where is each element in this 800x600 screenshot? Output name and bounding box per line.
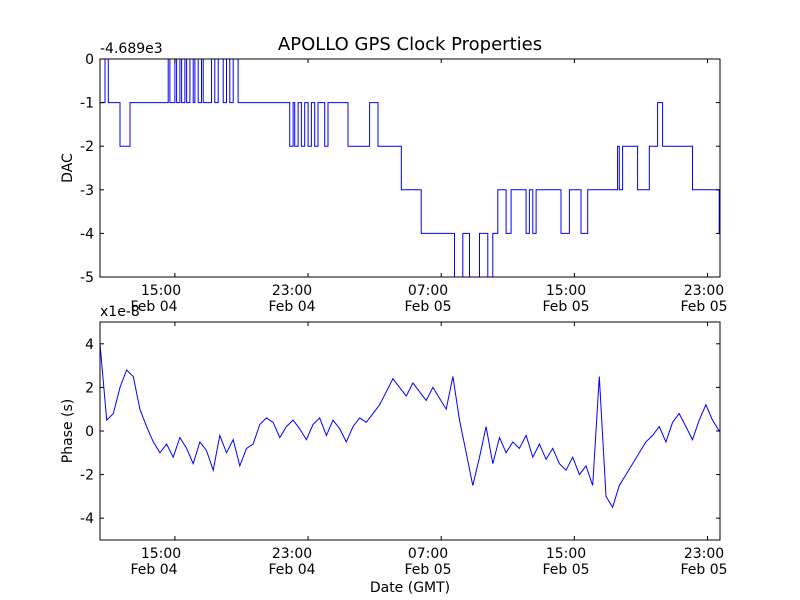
phase-panel-xtick-time-label: 15:00	[546, 546, 586, 562]
phase-panel-series-line	[100, 343, 720, 509]
dac-panel-ytick-label: -2	[80, 139, 94, 155]
phase-panel-xtick-date-label: Feb 05	[542, 562, 589, 578]
dac-panel-ytick-label: -5	[80, 270, 94, 286]
phase-panel-xtick-time-label: 23:00	[272, 546, 312, 562]
dac-panel-xtick-date-label: Feb 05	[680, 299, 727, 315]
phase-panel-y-axis-label: Phase (s)	[60, 399, 76, 463]
phase-panel-ytick-label: -2	[80, 468, 94, 484]
dac-panel-series-line	[100, 59, 720, 277]
dac-panel-ytick-label: -3	[80, 183, 94, 199]
phase-panel-xtick-time-label: 15:00	[141, 546, 181, 562]
dac-panel-xtick-time-label: 23:00	[272, 283, 312, 299]
dac-panel-xtick-time-label: 15:00	[546, 283, 586, 299]
dac-panel-y-axis-label: DAC	[60, 153, 76, 183]
dac-panel-xtick-date-label: Feb 04	[130, 299, 177, 315]
dac-panel-ytick-label: -1	[80, 96, 94, 112]
x-axis-label: Date (GMT)	[370, 580, 450, 596]
dac-panel-axes-frame	[99, 58, 721, 278]
dac-panel-xtick-time-label: 23:00	[684, 283, 724, 299]
dac-panel-ytick-label: -4	[80, 226, 94, 242]
phase-panel-xtick-date-label: Feb 05	[680, 562, 727, 578]
phase-panel-ytick-label: -4	[80, 511, 94, 527]
dac-panel-xtick-time-label: 07:00	[408, 283, 448, 299]
phase-panel-xtick-date-label: Feb 05	[404, 562, 451, 578]
phase-panel-xtick-time-label: 23:00	[684, 546, 724, 562]
phase-panel-ytick-label: 4	[85, 337, 94, 353]
figure-title: APOLLO GPS Clock Properties	[278, 34, 542, 55]
phase-panel-xtick-date-label: Feb 04	[268, 562, 315, 578]
phase-panel-xtick-time-label: 07:00	[408, 546, 448, 562]
dac-panel-xtick-date-label: Feb 05	[542, 299, 589, 315]
phase-panel-ytick-label: 0	[85, 424, 94, 440]
phase-panel-xtick-date-label: Feb 04	[130, 562, 177, 578]
dac-panel-xtick-time-label: 15:00	[141, 283, 181, 299]
dac-panel-xtick-date-label: Feb 04	[268, 299, 315, 315]
dac-panel-offset-label: -4.689e3	[100, 41, 163, 57]
phase-panel-ytick-label: 2	[85, 380, 94, 396]
dac-panel-xtick-date-label: Feb 05	[404, 299, 451, 315]
dac-panel-ytick-label: 0	[85, 52, 94, 68]
phase-panel-offset-label: x1e-8	[100, 304, 140, 320]
